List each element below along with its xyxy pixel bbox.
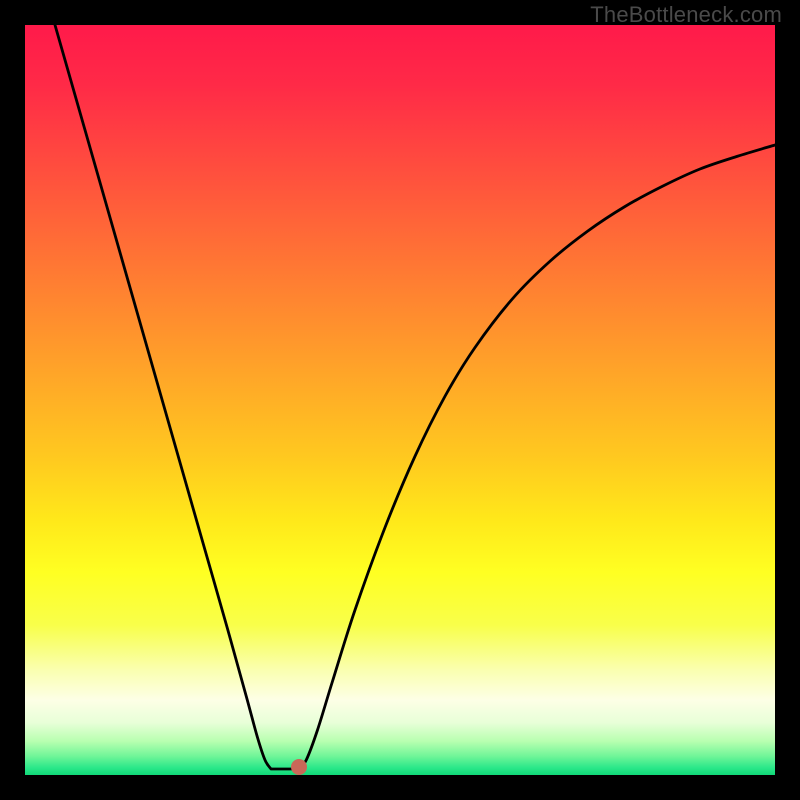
optimal-point-marker [291, 759, 307, 775]
watermark-text: TheBottleneck.com [590, 2, 782, 28]
plot-area [25, 25, 775, 775]
bottleneck-curve [25, 25, 775, 775]
